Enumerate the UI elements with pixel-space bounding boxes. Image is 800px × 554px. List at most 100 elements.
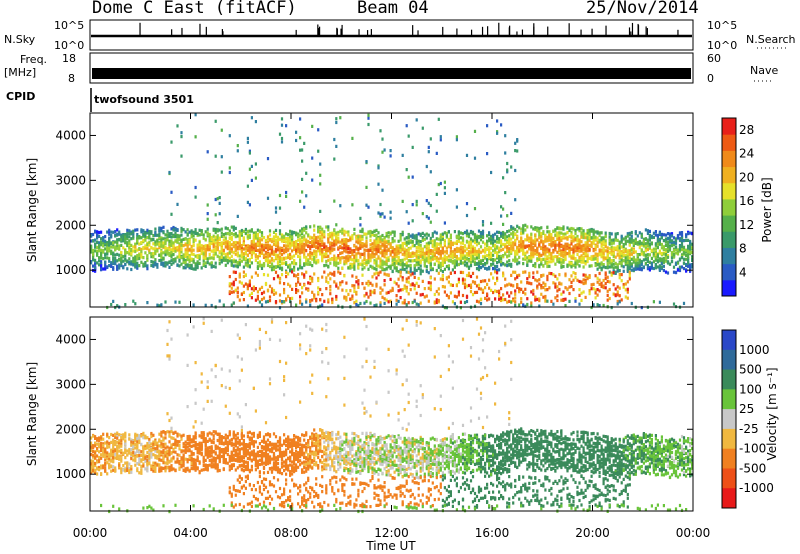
echo-cell: [576, 278, 579, 282]
echo-cell: [634, 264, 637, 268]
echo-cell: [172, 245, 175, 249]
echo-cell: [363, 248, 366, 252]
echo-cell: [228, 290, 231, 294]
echo-cell: [488, 252, 491, 257]
echo-cell: [268, 229, 272, 233]
echo-cell: [256, 265, 259, 269]
echo-cell: [285, 261, 288, 265]
echo-cell: [303, 242, 306, 246]
echo-cell: [313, 293, 316, 297]
echo-cell: [136, 241, 139, 245]
echo-cell: [278, 251, 282, 255]
echo-cell: [634, 232, 637, 236]
echo-cell: [260, 251, 264, 255]
echo-cell: [465, 229, 469, 233]
echo-cell: [182, 260, 185, 264]
echo-cell: [174, 246, 177, 250]
echo-cell: [375, 303, 378, 307]
echo-cell: [477, 261, 481, 265]
nsky-tick-top: 10^5: [54, 19, 85, 32]
echo-cell: [544, 239, 547, 243]
echo-cell: [449, 258, 452, 262]
echo-cell: [272, 242, 276, 246]
echo-cell: [236, 144, 239, 148]
echo-cell: [309, 261, 312, 265]
echo-cell: [264, 251, 268, 255]
echo-cell: [492, 253, 495, 257]
echo-cell: [182, 253, 185, 257]
echo-cell: [479, 297, 483, 301]
echo-cell: [502, 274, 505, 278]
echo-cell: [285, 232, 288, 236]
echo-cell: [118, 244, 121, 248]
echo-cell: [188, 266, 191, 270]
echo-cell: [616, 299, 619, 304]
echo-cell: [520, 231, 523, 236]
cpid-label: CPID: [6, 90, 36, 103]
echo-cell: [423, 245, 426, 249]
echo-cell: [574, 297, 577, 301]
echo-cell: [92, 232, 95, 237]
echo-cell: [443, 186, 446, 190]
echo-cell: [377, 237, 380, 241]
echo-cell: [407, 252, 410, 256]
echo-cell: [226, 246, 229, 250]
echo-cell: [232, 301, 235, 305]
echo-cell: [289, 229, 292, 233]
echo-cell: [492, 249, 495, 253]
echo-cell: [293, 268, 296, 272]
echo-cell: [618, 242, 621, 246]
echo-cell: [156, 239, 159, 243]
echo-cell: [429, 276, 432, 280]
echo-cell: [604, 273, 607, 277]
echo-cell: [178, 264, 181, 268]
echo-cell: [542, 231, 545, 235]
echo-cell: [168, 234, 171, 238]
echo-cell: [554, 262, 557, 266]
echo-cell: [333, 247, 336, 251]
echo-cell: [379, 262, 382, 266]
echo-cell: [208, 248, 211, 252]
echo-cell: [592, 234, 595, 238]
echo-cell: [500, 231, 503, 235]
echo-cell: [260, 250, 264, 254]
echo-cell: [496, 276, 499, 280]
echo-cell: [588, 233, 591, 237]
echo-cell: [580, 298, 583, 302]
echo-cell: [283, 300, 286, 304]
echo-cell: [268, 237, 272, 242]
echo-cell: [399, 236, 402, 240]
echo-cell: [510, 262, 513, 266]
echo-cell: [309, 225, 312, 229]
echo-cell: [238, 259, 241, 263]
echo-cell: [496, 230, 499, 234]
echo-cell: [216, 248, 219, 252]
echo-cell: [202, 252, 205, 256]
echo-cell: [560, 265, 563, 269]
echo-cell: [409, 288, 412, 292]
echo-cell: [598, 282, 601, 286]
echo-cell: [572, 288, 575, 292]
echo-cell: [234, 240, 237, 245]
echo-cell: [532, 288, 535, 293]
echo-cell: [479, 238, 483, 242]
echo-cell: [532, 255, 535, 259]
echo-cell: [278, 206, 282, 210]
echo-cell: [526, 260, 529, 264]
echo-cell: [417, 303, 420, 307]
echo-cell: [604, 265, 607, 270]
echo-cell: [357, 304, 360, 308]
echo-cell: [136, 264, 139, 268]
echo-cell: [256, 237, 259, 241]
echo-cell: [381, 267, 384, 271]
echo-cell: [341, 231, 344, 235]
echo-cell: [469, 283, 473, 287]
echo-cell: [285, 262, 288, 266]
echo-cell: [562, 225, 565, 229]
echo-cell: [295, 243, 298, 247]
echo-cell: [534, 237, 537, 241]
echo-cell: [246, 264, 249, 268]
echo-cell: [186, 257, 189, 262]
echo-cell: [299, 282, 302, 286]
echo-cell: [399, 244, 402, 248]
